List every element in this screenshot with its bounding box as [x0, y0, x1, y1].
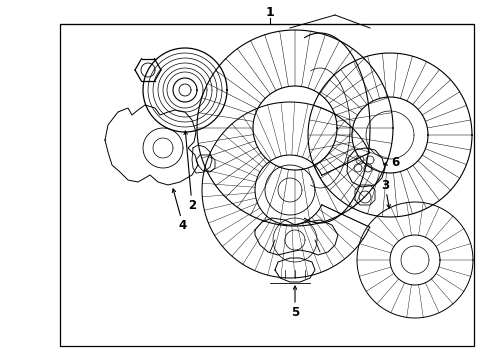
Bar [60, 24, 474, 346]
Text: 3: 3 [381, 179, 389, 192]
Text: 5: 5 [291, 306, 299, 319]
Text: 1: 1 [266, 5, 274, 18]
Text: 2: 2 [188, 198, 196, 212]
Text: 6: 6 [391, 156, 399, 168]
Text: 4: 4 [179, 219, 187, 231]
